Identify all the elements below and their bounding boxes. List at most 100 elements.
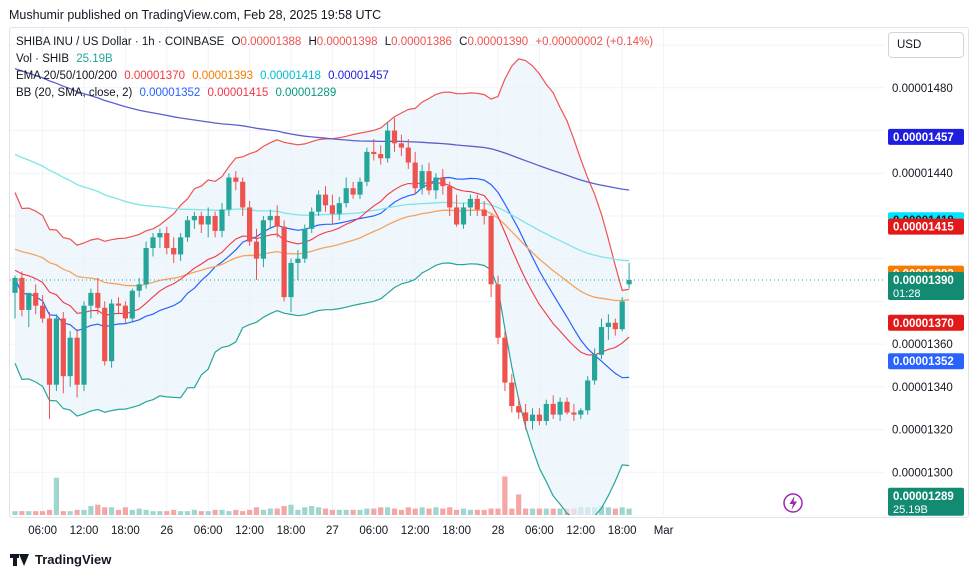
volume-bar: [205, 511, 211, 515]
candle-body: [336, 203, 342, 214]
candle-body: [26, 292, 32, 310]
volume-bar: [322, 508, 329, 515]
lightning-icon[interactable]: [783, 493, 803, 513]
bb-label[interactable]: BB (20, SMA, close, 2): [16, 87, 133, 99]
ohlc-close: C0.00001390: [459, 36, 529, 48]
volume-bar: [488, 508, 494, 515]
candle-body: [267, 215, 273, 221]
bb-basis-line: [14, 176, 630, 379]
volume-bar: [412, 508, 418, 515]
candle-body: [364, 151, 370, 182]
volume-bar: [357, 509, 363, 515]
volume-bar: [81, 509, 87, 515]
x-tick-label: 06:00: [525, 525, 554, 537]
volume-bar: [460, 508, 467, 515]
axis-price-label-bg: [888, 218, 964, 235]
bb-band-fill: [15, 58, 630, 515]
volume-bar: [619, 507, 625, 515]
candle-body: [371, 151, 377, 155]
candle-body: [502, 337, 508, 383]
volume-bar: [240, 511, 246, 515]
volume-bar: [295, 509, 301, 515]
volume-bar: [157, 511, 163, 515]
candle-body: [550, 403, 556, 415]
volume-bar: [226, 511, 232, 515]
candle-body: [557, 401, 563, 415]
x-tick-label: 06:00: [28, 525, 57, 537]
volume-bar: [46, 509, 53, 515]
candle-body: [88, 292, 94, 306]
volume-bar: [509, 508, 515, 515]
ema-label[interactable]: EMA 20/50/100/200: [16, 70, 118, 82]
volume-bar: [88, 506, 94, 515]
volume-bar: [536, 508, 542, 515]
x-tick-label: 18:00: [608, 525, 637, 537]
symbol-row: SHIBA INU / US Dollar · 1h · COINBASE O0…: [16, 34, 657, 51]
volume-bar: [253, 507, 260, 515]
candle-body: [447, 186, 453, 208]
axis-price-label: 0.00001289: [893, 491, 954, 503]
x-tick-label: 27: [326, 525, 339, 537]
ohlc-high: H0.00001398: [308, 36, 378, 48]
volume-bar: [516, 494, 522, 515]
volume-bar: [26, 511, 32, 515]
candle-body: [171, 248, 177, 255]
candle-body: [46, 318, 53, 385]
candle-body: [598, 327, 605, 355]
volume-bar: [115, 509, 122, 515]
tradingview-logo-icon: [10, 553, 30, 566]
candle-body: [391, 130, 398, 144]
candle-body: [122, 305, 128, 319]
ema20-line: [14, 182, 630, 356]
ema100-line: [14, 153, 630, 262]
plot-area: [12, 58, 632, 515]
volume-bar: [184, 511, 191, 515]
candle-body: [612, 322, 618, 330]
candle-body: [198, 215, 204, 225]
candle-body: [495, 284, 501, 338]
candle-body: [309, 211, 315, 229]
volume-bar: [136, 508, 142, 515]
candle-body: [19, 277, 25, 310]
candle-body: [74, 337, 80, 385]
axis-price-label: 0.00001370: [893, 318, 954, 330]
currency-button[interactable]: USD: [888, 32, 964, 58]
axis-price-label-bg: [888, 353, 964, 370]
candle-body: [578, 410, 584, 415]
volume-bar: [378, 507, 384, 515]
candle-body: [274, 215, 280, 227]
candle-body: [454, 207, 460, 225]
volume-bar: [543, 508, 549, 515]
volume-row: Vol · SHIB 25.19B: [16, 51, 657, 68]
volume-bar: [233, 509, 239, 515]
candle-body: [205, 215, 211, 225]
candle-body: [109, 303, 115, 362]
candle-body: [398, 143, 404, 148]
x-tick-label: 26: [160, 525, 173, 537]
candle-body: [12, 277, 18, 293]
bb-lower-value: 0.00001289: [275, 87, 337, 99]
symbol-name[interactable]: SHIBA INU / US Dollar · 1h · COINBASE: [16, 36, 225, 48]
axis-price-label: 0.00001415: [893, 222, 954, 234]
candle-body: [102, 307, 108, 362]
volume-bar: [329, 509, 335, 515]
candle-body: [295, 258, 301, 263]
volume-bar: [67, 511, 73, 515]
bb-row: BB (20, SMA, close, 2) 0.00001352 0.0000…: [16, 85, 657, 102]
ema20-value: 0.00001370: [124, 70, 185, 82]
volume-bar: [95, 504, 101, 515]
axis-price-sublabel: 25.19B: [893, 504, 928, 516]
candle-body: [605, 322, 611, 328]
volume-bar: [598, 506, 605, 515]
axis-price-label-bg: [888, 128, 964, 145]
x-tick-label: 12:00: [566, 525, 595, 537]
volume-bar: [164, 511, 170, 515]
ohlc-low: L0.00001386: [384, 36, 452, 48]
candle-body: [253, 241, 260, 259]
chart-legend: SHIBA INU / US Dollar · 1h · COINBASE O0…: [16, 34, 657, 102]
volume-label[interactable]: Vol · SHIB: [16, 53, 70, 65]
candle-body: [619, 301, 625, 330]
volume-bar: [495, 508, 501, 515]
axis-price-sublabel: 01:28: [893, 288, 921, 300]
